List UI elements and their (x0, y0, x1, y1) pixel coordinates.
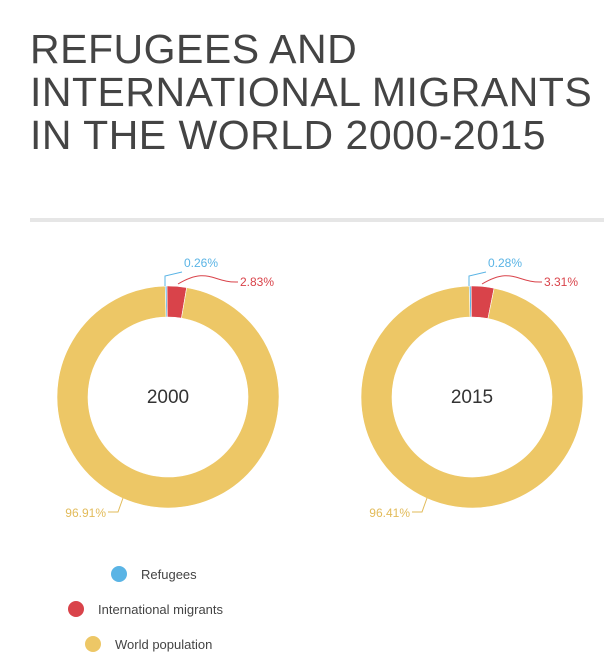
slice-world-population (360, 285, 584, 509)
donut-2000: 0.26% 2.83% 96.91% 2000 (56, 256, 280, 520)
legend-swatch (111, 566, 127, 582)
legend-label: Refugees (141, 566, 197, 582)
leader-line (481, 275, 543, 285)
center-label: 2000 (147, 387, 189, 408)
data-label: 3.31% (544, 275, 578, 289)
center-label: 2015 (451, 387, 493, 408)
leader-line (412, 497, 428, 513)
legend-label: World population (115, 636, 213, 652)
data-label: 0.26% (184, 256, 218, 270)
data-label: 96.91% (65, 506, 106, 520)
legend-item-refugees: Refugees (111, 566, 197, 582)
leader-line (468, 271, 487, 286)
data-label: 0.28% (488, 256, 522, 270)
donut-2015: 0.28% 3.31% 96.41% 2015 (360, 256, 584, 520)
divider (30, 218, 604, 222)
donut-charts: 0.26% 2.83% 96.91% 2000 0.28% 3.31% 96.41% 2015 (56, 256, 584, 520)
legend-item-international-migrants: International migrants (68, 601, 223, 617)
leader-line (108, 497, 124, 513)
legend-swatch (85, 636, 101, 652)
page-title: REFUGEES AND INTERNATIONAL MIGRANTS IN T… (30, 26, 593, 158)
legend-swatch (68, 601, 84, 617)
leader-line (164, 271, 183, 286)
leader-line (177, 275, 239, 285)
slice-world-population (56, 285, 280, 509)
legend-label: International migrants (98, 601, 224, 617)
data-label: 2.83% (240, 275, 274, 289)
data-label: 96.41% (369, 506, 410, 520)
legend-item-world-population: World population (85, 636, 212, 652)
